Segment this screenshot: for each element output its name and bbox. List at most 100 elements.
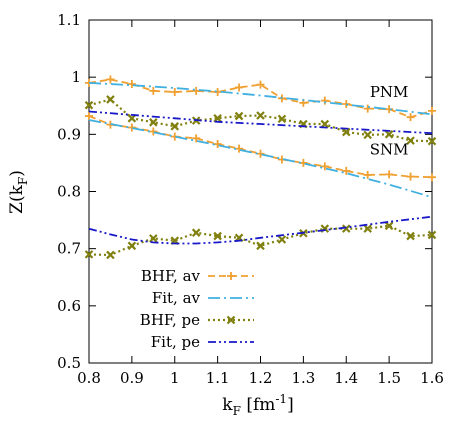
data-point-cross <box>256 241 265 251</box>
annotation-label: SNM <box>370 140 409 158</box>
series-bhf-pe <box>84 95 437 260</box>
data-point-plus <box>299 158 308 167</box>
data-point-cross <box>320 119 330 129</box>
data-point-plus <box>428 106 436 115</box>
y-axis-label-close: ) <box>7 170 27 177</box>
data-point-cross <box>427 136 437 146</box>
series-line <box>88 78 433 119</box>
data-point-plus <box>106 75 115 84</box>
series-line <box>88 224 433 257</box>
data-point-cross <box>106 95 115 104</box>
data-point-cross <box>234 111 244 121</box>
data-point-plus <box>127 80 136 89</box>
data-point-plus <box>85 112 93 121</box>
data-point-cross <box>384 221 394 231</box>
data-point-plus <box>406 172 415 181</box>
x-axis-label-sub: F <box>233 404 241 418</box>
data-point-plus <box>170 88 179 97</box>
axis-ticks: 0.8 0.9 1 1.1 1.2 1.3 1.4 1.5 1.6 0.5 0.6 0.7 0.8 0.9… <box>57 11 444 387</box>
series-fit-av <box>88 82 433 199</box>
data-point-plus <box>213 140 222 149</box>
x-tick-label: 1.5 <box>377 369 401 387</box>
data-point-cross <box>149 234 158 243</box>
data-point-plus <box>363 170 372 179</box>
data-point-cross <box>363 130 372 140</box>
data-point-cross <box>256 111 265 120</box>
y-tick-label: 0.8 <box>57 183 81 201</box>
data-point-plus <box>192 86 201 95</box>
data-point-cross <box>191 228 201 237</box>
legend-label: BHF, pe <box>140 311 200 329</box>
data-point-cross <box>341 127 351 137</box>
data-point-plus <box>192 134 201 143</box>
x-axis-label-close: ] <box>287 395 294 415</box>
data-point-plus <box>363 104 372 113</box>
series-bhf-av <box>85 75 436 182</box>
annotation-label: PNM <box>370 83 409 101</box>
data-point-cross <box>213 114 222 123</box>
data-point-plus <box>385 105 394 114</box>
data-point-cross <box>277 235 287 244</box>
data-point-plus <box>256 149 265 158</box>
y-tick-label: 0.7 <box>57 240 81 258</box>
y-tick-label: 1.1 <box>57 11 81 29</box>
series-line <box>88 215 433 245</box>
data-point-cross <box>84 250 94 259</box>
x-axis-label-main: k <box>222 395 233 415</box>
data-point-cross <box>341 224 351 233</box>
y-tick-label: 0.9 <box>57 125 81 143</box>
y-axis-label-sub: F <box>16 177 30 185</box>
series-line <box>88 98 433 143</box>
data-point-cross <box>226 315 236 325</box>
data-point-cross <box>106 250 115 260</box>
x-axis-label: kF [fm-1] <box>222 392 293 418</box>
data-point-plus <box>342 166 351 175</box>
data-point-cross <box>384 130 394 139</box>
y-tick-label: 0.5 <box>57 354 81 372</box>
series-line <box>88 82 433 116</box>
data-point-plus <box>235 83 244 92</box>
data-point-cross <box>127 114 137 123</box>
data-point-plus <box>235 144 244 153</box>
series-line <box>88 110 433 135</box>
data-point-cross <box>427 230 437 240</box>
data-point-cross <box>170 122 180 131</box>
series-line <box>88 119 433 199</box>
y-tick-label: 1 <box>71 68 81 86</box>
y-axis-label-main: Z(k <box>7 184 27 213</box>
legend: BHF, av Fit, av BHF, pe Fit, pe <box>140 267 254 351</box>
data-point-plus <box>149 86 158 95</box>
data-point-plus <box>385 170 394 179</box>
data-point-cross <box>149 118 158 127</box>
data-point-plus <box>256 80 265 89</box>
data-point-plus <box>320 96 329 105</box>
data-point-cross <box>127 241 137 251</box>
data-point-plus <box>149 127 158 136</box>
y-axis-label: Z(kF) <box>7 170 30 214</box>
data-point-cross <box>213 231 222 241</box>
data-point-cross <box>363 224 372 233</box>
x-axis-label-unit: [fm <box>241 395 275 415</box>
data-point-plus <box>320 162 329 171</box>
x-tick-label: 1.1 <box>206 369 230 387</box>
data-point-cross <box>406 231 415 241</box>
data-point-cross <box>406 136 415 145</box>
series-fit-pe <box>88 110 433 245</box>
x-tick-label: 1.2 <box>249 369 273 387</box>
x-axis-label-sup: -1 <box>275 392 287 406</box>
series-layer <box>84 75 437 260</box>
x-tick-label: 0.8 <box>77 369 101 387</box>
data-point-cross <box>277 114 287 124</box>
x-tick-label: 1.3 <box>291 369 315 387</box>
data-point-plus <box>406 113 415 122</box>
data-point-cross <box>84 100 94 110</box>
data-point-plus <box>428 173 436 182</box>
data-point-plus <box>227 272 235 280</box>
x-tick-label: 0.9 <box>120 369 144 387</box>
annotations: PNM SNM <box>370 83 409 158</box>
x-tick-label: 1 <box>170 369 180 387</box>
y-tick-label: 0.6 <box>57 297 81 315</box>
x-tick-label: 1.4 <box>334 369 358 387</box>
legend-label: Fit, av <box>152 289 201 307</box>
